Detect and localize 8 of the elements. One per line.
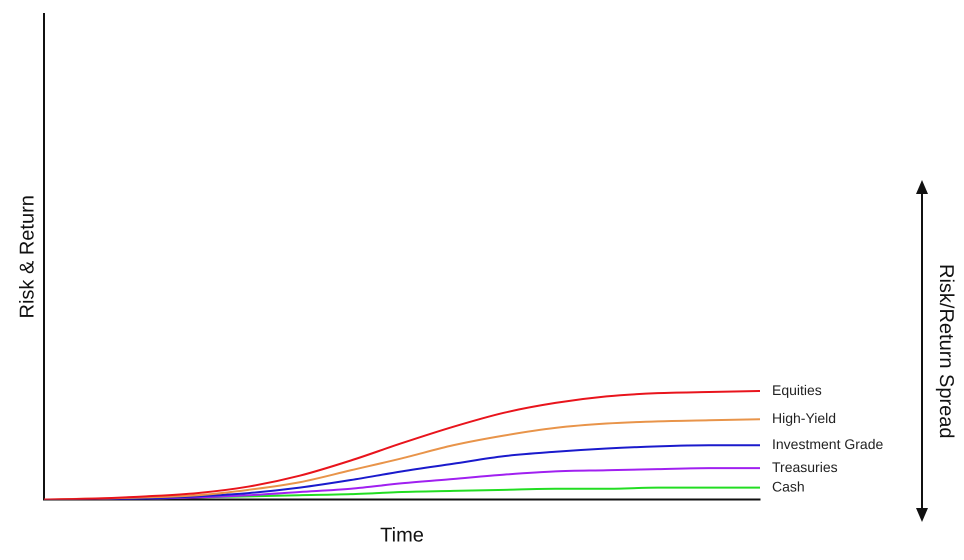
series-label: Equities [772,382,822,398]
x-axis-title: Time [380,524,424,547]
series-label: High-Yield [772,410,836,426]
series-label: Cash [772,478,805,495]
series-label: Investment Grade [772,436,884,452]
series-label: Treasuries [772,458,838,475]
y-axis-title: Risk & Return [16,195,39,318]
text: Risk/Return Spread [934,262,957,440]
